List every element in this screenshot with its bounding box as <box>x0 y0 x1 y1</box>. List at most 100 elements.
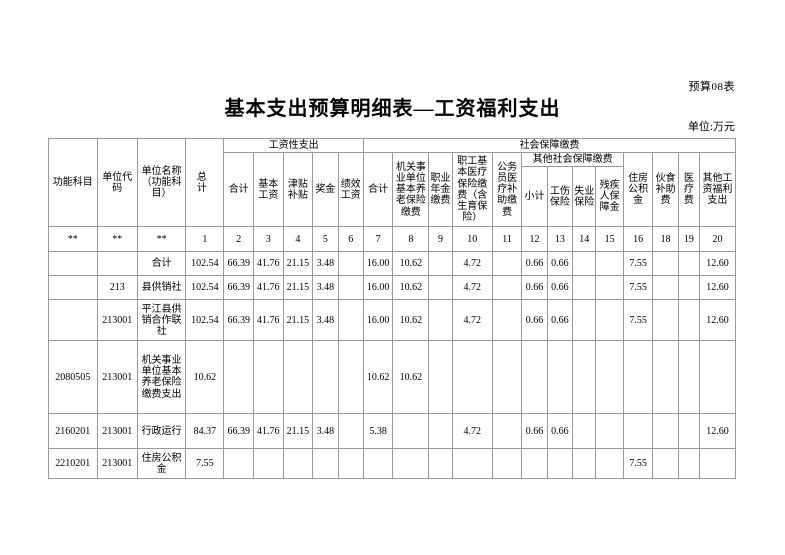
cell-unit-code: 213 <box>96 275 138 301</box>
cell-meal-subsidy <box>652 275 679 301</box>
cell-grand-total: 102.54 <box>185 299 225 342</box>
cell-wage-total: 66.39 <box>223 413 254 450</box>
cell-disability-fund <box>595 413 624 450</box>
cell-civil-servant-medical <box>491 448 523 480</box>
cell-meal-subsidy <box>652 448 679 480</box>
column-number-cell: 13 <box>546 226 574 253</box>
table-row: 2210201 213001 住房公积金 7.55 7.55 <box>48 448 737 480</box>
cell-basic-wage: 41.76 <box>252 413 284 450</box>
column-number-cell: 3 <box>252 226 284 253</box>
cell-bonus: 3.48 <box>312 413 339 450</box>
cell-unemployment <box>572 448 597 480</box>
cell-occupational-annuity <box>428 251 453 277</box>
cell-other-welfare <box>698 340 737 415</box>
cell-grand-total: 10.62 <box>185 340 225 415</box>
cell-social-total <box>362 448 394 480</box>
cell-pension-insurance: 10.62 <box>392 275 430 301</box>
cell-basic-wage <box>252 448 284 480</box>
column-number-cell: 18 <box>652 226 679 253</box>
col-header-unit-name: 单位名称（功能科目） <box>136 137 187 228</box>
col-header-other-welfare: 其他工资福利支出 <box>698 152 737 228</box>
cell-allowance-subsidy: 21.15 <box>282 299 314 342</box>
cell-work-injury <box>546 340 574 415</box>
cell-medical-fee <box>677 413 700 450</box>
cell-allowance-subsidy: 21.15 <box>282 251 314 277</box>
cell-social-total: 10.62 <box>362 340 394 415</box>
cell-allowance-subsidy: 21.15 <box>282 275 314 301</box>
page-title: 基本支出预算明细表—工资福利支出 <box>224 98 561 120</box>
cell-performance-wage <box>337 251 364 277</box>
column-number-cell: 16 <box>622 226 654 253</box>
cell-pension-insurance: 10.62 <box>392 299 430 342</box>
cell-work-injury: 0.66 <box>546 275 574 301</box>
cell-social-total: 16.00 <box>362 299 394 342</box>
column-number-cell: 20 <box>698 226 737 253</box>
cell-bonus: 3.48 <box>312 251 339 277</box>
cell-disability-fund <box>595 275 624 301</box>
col-header-work-injury: 工伤保险 <box>546 166 574 228</box>
table-row: 2080505 213001 机关事业单位基本养老保险缴费支出 10.62 10.62 1… <box>48 340 737 415</box>
column-number-cell: 9 <box>428 226 453 253</box>
cell-other-welfare: 12.60 <box>698 251 737 277</box>
cell-unit-code <box>96 251 138 277</box>
cell-work-injury: 0.66 <box>546 251 574 277</box>
table-row: 213001 平江县供销合作联社 102.54 66.39 41.76 21.15 3.48… <box>48 299 737 342</box>
column-number-cell: 11 <box>491 226 523 253</box>
cell-performance-wage <box>337 340 364 415</box>
cell-civil-servant-medical <box>491 251 523 277</box>
cell-grand-total: 102.54 <box>185 275 225 301</box>
cell-occupational-annuity <box>428 340 453 415</box>
cell-bonus: 3.48 <box>312 299 339 342</box>
cell-housing-fund <box>622 340 654 415</box>
column-number-cell: 6 <box>337 226 364 253</box>
cell-occupational-annuity <box>428 448 453 480</box>
cell-other-social-subtotal: 0.66 <box>521 413 548 450</box>
cell-performance-wage <box>337 413 364 450</box>
budget-detail-table: 功能科目 单位代码 单位名称（功能科目） 总 计 工资性支出 社会保障缴费 合计… <box>48 137 737 480</box>
cell-unit-code: 213001 <box>96 448 138 480</box>
cell-basic-wage: 41.76 <box>252 299 284 342</box>
cell-performance-wage <box>337 448 364 480</box>
column-number-cell: 12 <box>521 226 548 253</box>
cell-unit-name: 合计 <box>136 251 187 277</box>
cell-unemployment <box>572 340 597 415</box>
col-header-wage-total: 合计 <box>223 152 254 228</box>
cell-other-social-subtotal <box>521 448 548 480</box>
cell-medical-insurance: 4.72 <box>451 413 493 450</box>
cell-wage-total: 66.39 <box>223 299 254 342</box>
cell-civil-servant-medical <box>491 413 523 450</box>
cell-other-social-subtotal: 0.66 <box>521 251 548 277</box>
table-row: 2160201 213001 行政运行 84.37 66.39 41.76 21.15 3.4… <box>48 413 737 450</box>
col-header-unit-code: 单位代码 <box>96 137 138 228</box>
col-header-performance-wage: 绩效工资 <box>337 152 364 228</box>
col-header-bonus: 奖金 <box>312 152 339 228</box>
col-header-grand-total: 总 计 <box>185 137 225 228</box>
cell-unit-code: 213001 <box>96 340 138 415</box>
cell-other-welfare: 12.60 <box>698 299 737 342</box>
cell-grand-total: 84.37 <box>185 413 225 450</box>
column-number-cell: 8 <box>392 226 430 253</box>
column-number-cell: 14 <box>572 226 597 253</box>
cell-meal-subsidy <box>652 299 679 342</box>
cell-meal-subsidy <box>652 251 679 277</box>
cell-disability-fund <box>595 251 624 277</box>
table-body: 合计 102.54 66.39 41.76 21.15 3.48 16.00 10.62 4.7… <box>48 251 737 480</box>
cell-functional-subject: 2210201 <box>48 448 98 480</box>
cell-unit-name: 县供销社 <box>136 275 187 301</box>
cell-medical-fee <box>677 340 700 415</box>
cell-other-welfare: 12.60 <box>698 413 737 450</box>
column-number-cell: 5 <box>312 226 339 253</box>
cell-unit-name: 平江县供销合作联社 <box>136 299 187 342</box>
column-number-cell: 15 <box>595 226 624 253</box>
cell-wage-total: 66.39 <box>223 251 254 277</box>
cell-other-social-subtotal: 0.66 <box>521 275 548 301</box>
cell-disability-fund <box>595 448 624 480</box>
header-row-group-2: 合计 基本工资 津贴补贴 奖金 绩效工资 合计 机关事业单位基本养老保险缴费 职… <box>49 152 737 228</box>
cell-grand-total: 102.54 <box>185 251 225 277</box>
column-number-cell: ** <box>96 226 138 253</box>
cell-bonus <box>312 448 339 480</box>
cell-allowance-subsidy <box>282 448 314 480</box>
cell-pension-insurance <box>392 448 430 480</box>
cell-housing-fund: 7.55 <box>622 251 654 277</box>
